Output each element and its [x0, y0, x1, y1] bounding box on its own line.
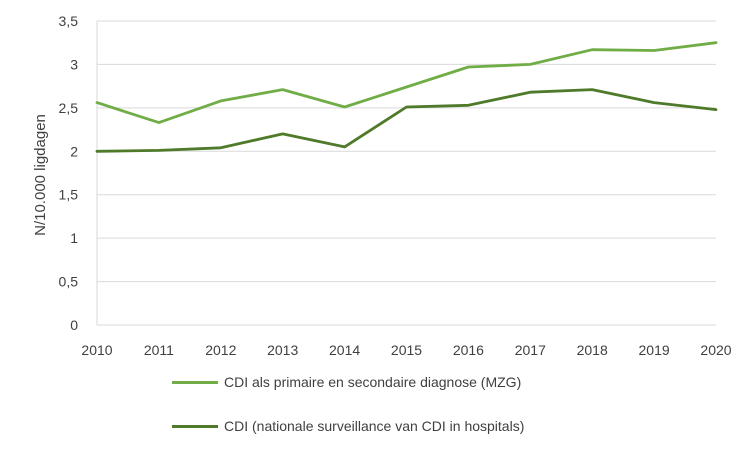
- legend-label-surveillance: CDI (nationale surveillance van CDI in h…: [224, 418, 525, 434]
- series-lines: [95, 41, 718, 153]
- legend-item-mzg: CDI als primaire en secondaire diagnose …: [172, 372, 524, 392]
- x-tick-label: 2014: [329, 342, 360, 358]
- legend-item-surveillance: CDI (nationale surveillance van CDI in h…: [172, 416, 524, 436]
- y-tick-label: 2: [70, 143, 78, 159]
- y-tick-label: 0,5: [59, 274, 79, 290]
- legend-label-mzg: CDI als primaire en secondaire diagnose …: [224, 374, 522, 390]
- legend-swatch-mzg: [172, 380, 218, 384]
- y-tick-label: 2,5: [59, 100, 79, 116]
- x-tick-label: 2019: [639, 342, 670, 358]
- x-tick-label: 2012: [205, 342, 236, 358]
- x-tick-label: 2015: [391, 342, 422, 358]
- x-tick-label: 2020: [700, 342, 731, 358]
- x-tick-label: 2010: [81, 342, 112, 358]
- series-line-1: [95, 41, 718, 124]
- y-tick-label: 1: [70, 230, 78, 246]
- x-tick-label: 2013: [267, 342, 298, 358]
- x-tick-label: 2017: [515, 342, 546, 358]
- y-tick-label: 0: [70, 317, 78, 333]
- series-line-2: [95, 88, 718, 153]
- x-tick-label: 2016: [453, 342, 484, 358]
- y-tick-label: 3: [70, 56, 78, 72]
- legend: CDI als primaire en secondaire diagnose …: [172, 372, 524, 460]
- x-tick-labels: 2010 2011 2012 2013 2014 2015 2016 2017 2018 2019…: [81, 342, 731, 358]
- y-tick-label: 1,5: [59, 187, 79, 203]
- axes: [96, 21, 716, 326]
- x-tick-label: 2018: [577, 342, 608, 358]
- gridlines: [97, 20, 716, 283]
- y-axis-label: N/10.000 ligdagen: [32, 114, 49, 236]
- y-tick-label: 3,5: [59, 13, 79, 29]
- x-tick-label: 2011: [144, 342, 174, 358]
- legend-swatch-surveillance: [172, 424, 218, 428]
- y-tick-labels: 0 0,5 1 1,5 2 2,5 3 3,5: [59, 13, 79, 333]
